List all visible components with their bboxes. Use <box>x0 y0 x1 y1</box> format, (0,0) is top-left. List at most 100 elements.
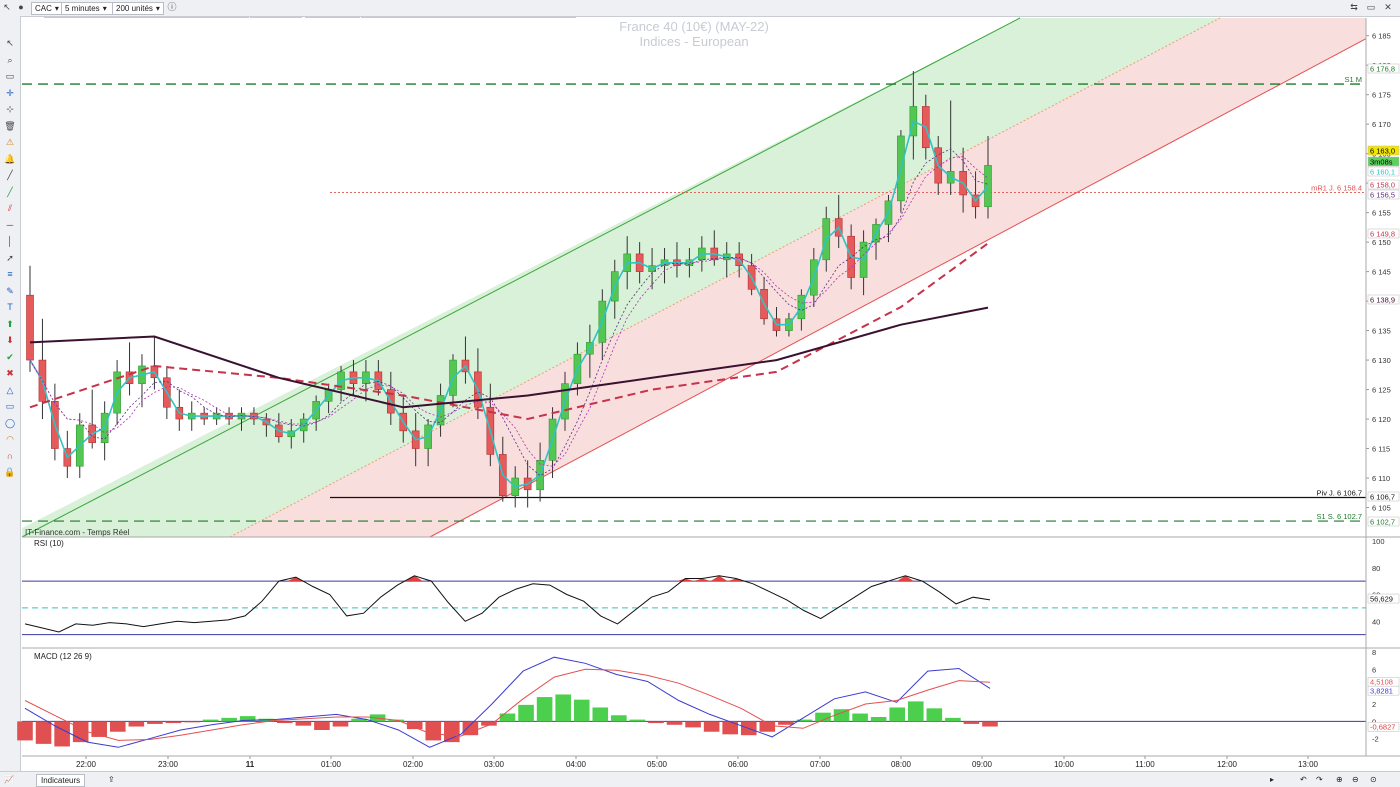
rsi-panel[interactable]: 40608010056,629 <box>22 537 1400 649</box>
y-tick-label: 6 105 <box>1372 504 1391 513</box>
macd-signal-line <box>24 668 991 741</box>
macd-histogram-bar <box>666 721 683 725</box>
pointer-icon[interactable]: ↖ <box>6 38 14 48</box>
rsi-tick-label: 40 <box>1372 617 1380 626</box>
fib-icon[interactable]: ≡ <box>7 269 13 279</box>
restore-button[interactable]: ▭ <box>1366 2 1376 12</box>
macd-histogram-bar <box>351 718 367 722</box>
rsi-line <box>24 575 991 633</box>
macd-value: 3,8281 <box>1370 687 1393 696</box>
x-tick-label: 11:00 <box>1135 760 1155 769</box>
x-tick-label: 01:00 <box>321 760 342 769</box>
macd-histogram-bar <box>611 715 627 722</box>
line-icon[interactable]: ╱ <box>7 170 13 180</box>
lock-icon[interactable]: 🔒 <box>4 467 16 477</box>
scroll-right-icon[interactable]: ▸ <box>1270 775 1275 784</box>
macd-histogram-bar <box>907 701 924 722</box>
y-tick-label: 6 145 <box>1372 268 1391 277</box>
zoom-icon[interactable]: ⌕ <box>7 54 13 65</box>
magnet-icon[interactable]: ⊹ <box>6 104 14 114</box>
macd-histogram-bar <box>462 721 479 736</box>
magnet2-icon[interactable]: ∩ <box>6 450 14 461</box>
zoom-reset-icon[interactable]: ⊙ <box>1370 775 1377 784</box>
arrow-down-icon[interactable]: ⬇ <box>6 335 14 345</box>
candle-body <box>984 165 992 208</box>
macd-histogram-bar <box>147 721 163 724</box>
alert-icon[interactable]: ⚠ <box>5 137 15 147</box>
macd-histogram-bar <box>555 694 571 722</box>
macd-histogram-bar <box>573 699 590 722</box>
macd-histogram-bar <box>54 721 70 747</box>
pivot-level-label: S1 M <box>1344 75 1362 84</box>
close-button[interactable]: ✕ <box>1384 2 1392 12</box>
hline-icon[interactable]: ─ <box>6 219 14 230</box>
crosshair-icon[interactable]: ✛ <box>6 87 14 98</box>
y-tick-label: 6 130 <box>1372 356 1391 365</box>
units-select[interactable]: 200 unités ▾ <box>112 2 164 15</box>
undo-icon[interactable]: ↶ <box>1300 775 1307 784</box>
macd-histogram-bar <box>722 721 738 735</box>
sma20-line <box>29 148 989 477</box>
x-tick-label: 03:00 <box>484 760 505 769</box>
chart-subtitle: Indices - European <box>639 34 748 49</box>
pivot-level-label: mR1 J. 6 158.4 <box>1311 184 1362 193</box>
price-tag: 6 158,0 <box>1370 181 1395 190</box>
macd-histogram-bar <box>963 721 980 724</box>
price-tag-bg <box>1367 145 1400 156</box>
info-icon[interactable]: ⓘ <box>167 2 177 12</box>
triangle-icon[interactable]: △ <box>6 384 14 395</box>
macd-line <box>24 656 991 748</box>
zoom-in-icon[interactable]: ⊕ <box>1336 775 1343 784</box>
share-icon[interactable]: ⇪ <box>108 775 115 784</box>
vline-icon[interactable]: │ <box>7 236 13 246</box>
pencil-icon[interactable]: ✎ <box>6 285 14 296</box>
ellipse-icon[interactable]: ◯ <box>4 417 16 428</box>
macd-histogram-bar <box>295 721 312 726</box>
check-icon[interactable]: ✔ <box>6 351 14 362</box>
macd-histogram-bar <box>184 721 200 723</box>
channel-icon[interactable]: ⫽ <box>7 203 12 213</box>
user-icon[interactable]: ● <box>18 2 24 12</box>
cursor-icon[interactable]: ↖ <box>3 2 11 12</box>
channel-upper-fill <box>22 18 1220 537</box>
delete-icon[interactable]: ✖ <box>6 368 14 378</box>
macd-histogram-bar <box>759 721 776 732</box>
price-tag: 6 102,7 <box>1370 518 1395 527</box>
rectangle-icon[interactable]: ▭ <box>5 401 15 411</box>
price-tag: 6 160,1 <box>1370 168 1395 177</box>
ray-icon[interactable]: ➚ <box>6 252 14 263</box>
zoom-out-icon[interactable]: ⊖ <box>1352 775 1359 784</box>
symbol-select[interactable]: CAC ▾ <box>31 2 63 15</box>
macd-histogram-bar <box>536 697 553 722</box>
redo-icon[interactable]: ↷ <box>1316 775 1323 784</box>
price-tag-bg <box>1367 179 1400 190</box>
macd-histogram-bar <box>685 721 701 728</box>
text-icon[interactable]: T <box>7 302 13 312</box>
price-tag: 6 176,8 <box>1370 65 1395 74</box>
x-tick-label: 22:00 <box>76 760 97 769</box>
macd-histogram-bar <box>648 721 664 724</box>
indicators-button[interactable]: Indicateurs <box>36 774 86 787</box>
macd-value-bg <box>1367 721 1400 732</box>
macd-value: -0,6827 <box>1370 723 1395 732</box>
macd-histogram-bar <box>926 708 943 722</box>
macd-histogram-bar <box>852 713 868 722</box>
macd-histogram-bar <box>91 721 108 737</box>
bell-icon[interactable]: 🔔 <box>4 153 16 164</box>
swap-button[interactable]: ⇆ <box>1350 2 1358 12</box>
top-toolbar: ↖ ● CAC ▾ 5 minutes ▾ 200 unités ▾ ⓘ ⇆ ▭ ✕ <box>0 0 1400 17</box>
trend-icon[interactable]: ╱ <box>7 186 13 197</box>
chevron-down-icon: ▾ <box>54 4 59 13</box>
price-tag: 6 163,0 <box>1370 147 1395 156</box>
chart-title: France 40 (10€) (MAY-22) <box>619 19 769 34</box>
ruler-icon[interactable]: ▭ <box>5 71 15 81</box>
arc-icon[interactable]: ◠ <box>6 434 14 444</box>
graph-icon[interactable]: 📈 <box>4 775 14 784</box>
arrow-up-icon[interactable]: ⬆ <box>6 318 14 329</box>
macd-histogram-bar <box>332 721 349 727</box>
bottom-toolbar: 📈 Indicateurs ⇪ ▸ ↶ ↷ ⊕ ⊖ ⊙ <box>0 771 1400 787</box>
trash-icon[interactable]: 🗑 <box>4 120 16 131</box>
